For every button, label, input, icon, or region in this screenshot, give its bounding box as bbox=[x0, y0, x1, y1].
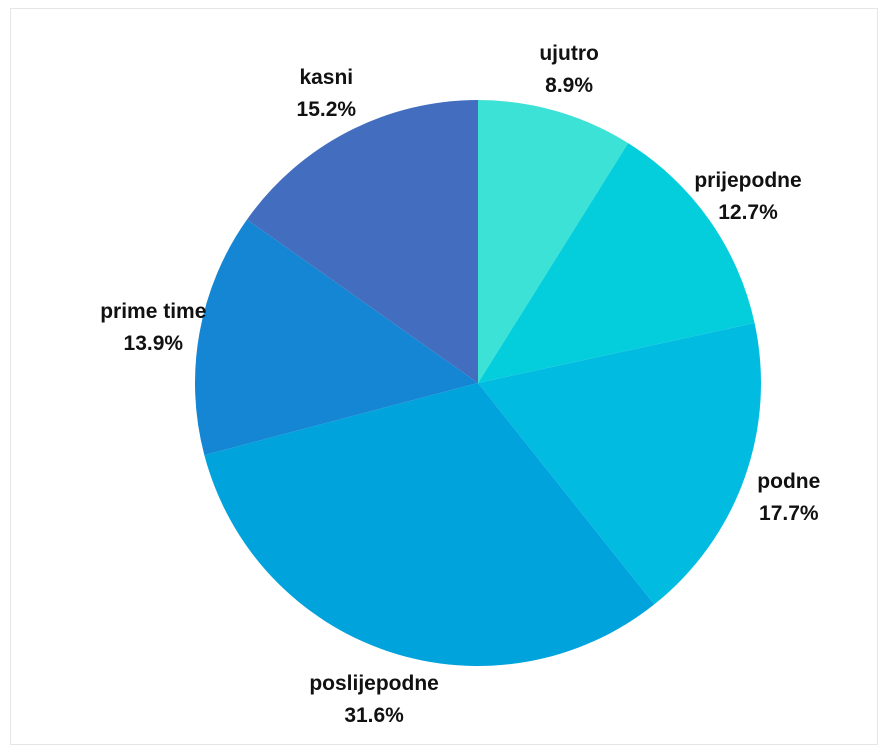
slice-label-podne: podne 17.7% bbox=[757, 470, 820, 525]
pie-slice-prime-time bbox=[195, 219, 478, 456]
slice-category-label: poslijepodne bbox=[309, 672, 439, 695]
pie-labels: ujutro 8.9% prijepodne 12.7% podne 17.7% posli… bbox=[100, 42, 820, 727]
pie-slice-poslijepodne bbox=[204, 383, 655, 667]
slice-category-label: kasni bbox=[299, 66, 353, 89]
pie-slice-ujutro bbox=[478, 100, 629, 383]
slice-percent-label: 15.2% bbox=[297, 98, 357, 121]
slice-percent-label: 8.9% bbox=[545, 74, 593, 97]
pie-slice-prijepodne bbox=[478, 143, 755, 383]
slice-category-label: podne bbox=[757, 470, 820, 493]
slice-percent-label: 31.6% bbox=[344, 704, 404, 727]
pie-slice-kasni bbox=[246, 100, 478, 383]
slice-label-prijepodne: prijepodne 12.7% bbox=[694, 169, 801, 224]
slice-percent-label: 13.9% bbox=[124, 332, 184, 355]
pie-slices bbox=[195, 100, 762, 667]
slice-category-label: ujutro bbox=[539, 42, 598, 65]
slice-label-prime-time: prime time 13.9% bbox=[100, 300, 206, 355]
pie-slice-podne bbox=[478, 323, 762, 605]
slice-label-poslijepodne: poslijepodne 31.6% bbox=[309, 672, 439, 727]
slice-percent-label: 12.7% bbox=[718, 201, 778, 224]
slice-label-ujutro: ujutro 8.9% bbox=[539, 42, 598, 97]
slice-label-kasni: kasni 15.2% bbox=[297, 66, 357, 121]
slice-category-label: prime time bbox=[100, 300, 206, 323]
slice-percent-label: 17.7% bbox=[759, 502, 819, 525]
slice-category-label: prijepodne bbox=[694, 169, 801, 192]
